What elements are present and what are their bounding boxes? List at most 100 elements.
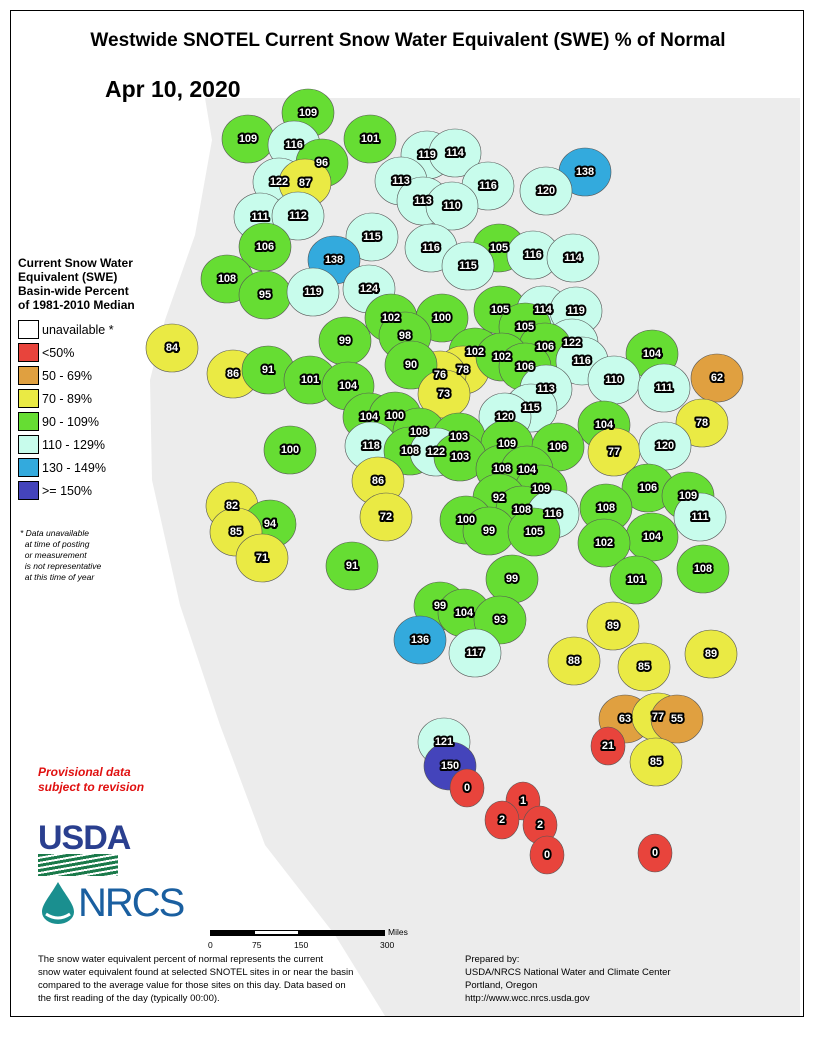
basin-percent-label: 115 (459, 260, 477, 272)
water-drop-icon (42, 882, 74, 924)
legend-heading-line: Equivalent (SWE) (18, 270, 118, 284)
basin-percent-label: 119 (418, 149, 436, 161)
basin-percent-label: 102 (493, 351, 511, 363)
basin-region (637, 363, 691, 413)
footer-line: USDA/NRCS National Water and Climate Cen… (465, 967, 671, 978)
basin-region (590, 726, 626, 766)
legend-item: 50 - 69% (18, 364, 158, 387)
basin-percent-label: 116 (285, 139, 303, 151)
provisional-line: Provisional data (38, 765, 131, 779)
legend-label: 70 - 89% (42, 391, 93, 406)
basin-region (690, 353, 744, 403)
unavailable-note: * Data unavailable at time of posting or… (20, 528, 101, 583)
basin-percent-label: 71 (256, 552, 268, 564)
provisional-line: subject to revision (38, 780, 145, 794)
scale-tick: 150 (294, 940, 309, 950)
legend-label: >= 150% (42, 483, 93, 498)
basin-percent-label: 108 (401, 445, 419, 457)
basin-region (675, 398, 729, 448)
basin-region (484, 800, 520, 840)
basin-region (263, 425, 317, 475)
basin-percent-label: 122 (563, 337, 581, 349)
basin-percent-label: 91 (346, 560, 358, 572)
scale-tick: 300 (380, 940, 395, 950)
basin-percent-label: 109 (239, 133, 257, 145)
basin-percent-label: 55 (671, 713, 683, 725)
legend-item: 70 - 89% (18, 387, 158, 410)
basin-percent-label: 104 (643, 348, 662, 360)
basin-region (235, 533, 289, 583)
basin-percent-label: 115 (522, 402, 540, 414)
footer-line: Portland, Oregon (465, 980, 538, 991)
basin-region (507, 507, 561, 557)
basin-percent-label: 109 (498, 438, 516, 450)
legend-swatch (18, 389, 39, 408)
basin-percent-label: 89 (705, 648, 717, 660)
footer-prepared-by: Prepared by: USDA/NRCS National Water an… (465, 953, 671, 1005)
basin-percent-label: 119 (567, 305, 585, 317)
basin-percent-label: 77 (608, 446, 620, 458)
basin-percent-label: 1 (520, 795, 526, 807)
basin-percent-label: 63 (619, 713, 631, 725)
basin-percent-label: 21 (602, 740, 614, 752)
basin-region (393, 615, 447, 665)
scale-tick: 0 (208, 940, 213, 950)
basin-percent-label: 92 (493, 492, 505, 504)
basin-percent-label: 104 (518, 464, 537, 476)
basin-region (519, 166, 573, 216)
basin-percent-label: 87 (299, 177, 311, 189)
basin-percent-label: 91 (262, 364, 274, 376)
basin-region (271, 191, 325, 241)
note-line: or measurement (24, 550, 87, 560)
basin-percent-label: 94 (264, 518, 277, 530)
footer-line: snow water equivalent found at selected … (38, 967, 354, 978)
basin-percent-label: 78 (696, 417, 708, 429)
basin-region (650, 694, 704, 744)
basin-percent-label: 116 (479, 180, 497, 192)
basin-region (546, 233, 600, 283)
basin-region (425, 181, 479, 231)
legend-item: <50% (18, 341, 158, 364)
basin-percent-label: 108 (410, 426, 428, 438)
basin-percent-label: 105 (490, 242, 508, 254)
basin-percent-label: 138 (325, 254, 343, 266)
map-title: Westwide SNOTEL Current Snow Water Equiv… (90, 30, 726, 51)
basin-percent-label: 90 (405, 359, 417, 371)
basin-percent-label: 116 (422, 242, 440, 254)
basin-percent-label: 136 (411, 634, 429, 646)
basin-percent-label: 108 (218, 273, 236, 285)
basin-percent-label: 111 (655, 382, 672, 394)
footer-link[interactable]: http://www.wcc.nrcs.usda.gov (465, 993, 590, 1004)
basin-percent-label: 106 (516, 361, 534, 373)
land-shading (150, 98, 800, 1016)
basin-percent-label: 85 (650, 756, 662, 768)
basin-percent-label: 118 (362, 440, 380, 452)
basin-percent-label: 112 (289, 210, 307, 222)
basin-region (684, 629, 738, 679)
basin-region (547, 636, 601, 686)
basin-percent-label: 78 (457, 364, 469, 376)
basin-percent-label: 100 (457, 514, 475, 526)
legend-heading-line: Basin-wide Percent (18, 284, 129, 298)
nrcs-logo: NRCS (38, 880, 185, 926)
basin-percent-label: 85 (230, 526, 242, 538)
legend-item: >= 150% (18, 479, 158, 502)
basin-percent-label: 113 (392, 175, 410, 187)
basin-percent-label: 124 (360, 283, 379, 295)
basin-percent-label: 99 (483, 525, 495, 537)
map-date: Apr 10, 2020 (105, 76, 241, 102)
basin-region (449, 768, 485, 808)
provisional-notice: Provisional data subject to revision (38, 765, 144, 795)
basin-percent-label: 121 (435, 736, 453, 748)
nrcs-logo-text: NRCS (78, 880, 185, 925)
basin-percent-label: 62 (711, 372, 723, 384)
note-line: at time of posting (24, 539, 90, 549)
basin-percent-label: 2 (499, 814, 505, 826)
basin-percent-label: 110 (443, 200, 461, 212)
basin-percent-label: 116 (544, 508, 562, 520)
basin-percent-label: 100 (281, 444, 299, 456)
basin-percent-label: 106 (536, 341, 554, 353)
basin-percent-label: 109 (679, 490, 697, 502)
legend-label: 90 - 109% (42, 414, 99, 429)
